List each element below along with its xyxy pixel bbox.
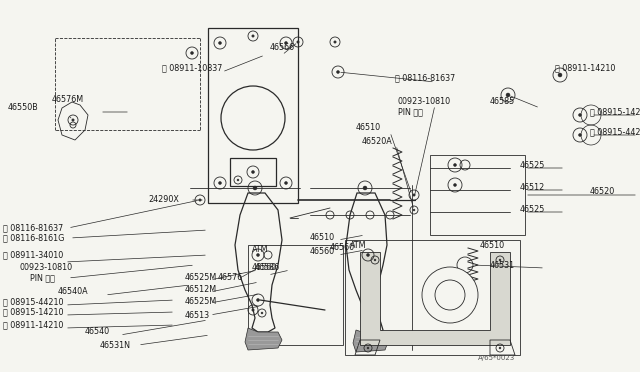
- Circle shape: [253, 186, 257, 190]
- Circle shape: [363, 186, 367, 190]
- Circle shape: [413, 194, 415, 196]
- Text: 46540A: 46540A: [58, 288, 88, 296]
- Circle shape: [558, 73, 562, 77]
- Text: 00923-10810: 00923-10810: [20, 263, 73, 273]
- Text: 46531N: 46531N: [100, 340, 131, 350]
- Circle shape: [454, 164, 456, 167]
- Text: 46525: 46525: [520, 205, 545, 215]
- Circle shape: [297, 41, 300, 43]
- Text: 46560: 46560: [310, 247, 335, 257]
- Text: 46550B: 46550B: [8, 103, 39, 112]
- Circle shape: [413, 209, 415, 211]
- Circle shape: [191, 51, 193, 55]
- Circle shape: [367, 347, 369, 349]
- Circle shape: [252, 170, 255, 173]
- Circle shape: [252, 309, 254, 311]
- Text: Ⓠ 08915-14210: Ⓠ 08915-14210: [3, 308, 63, 317]
- Circle shape: [337, 71, 339, 74]
- Text: Ⓠ 08915-14210: Ⓠ 08915-14210: [590, 108, 640, 116]
- Circle shape: [257, 298, 259, 301]
- Circle shape: [285, 182, 287, 185]
- Circle shape: [218, 182, 221, 185]
- Text: 46560: 46560: [330, 244, 355, 253]
- Text: 46540: 46540: [85, 327, 110, 337]
- Text: 46576M: 46576M: [52, 96, 84, 105]
- Text: 46560: 46560: [252, 263, 277, 273]
- Text: Ⓠ 08915-44210: Ⓠ 08915-44210: [590, 128, 640, 137]
- Text: 46520: 46520: [590, 187, 615, 196]
- Text: Ⓝ 08911-14210: Ⓝ 08911-14210: [3, 321, 63, 330]
- Polygon shape: [353, 330, 388, 352]
- Text: Ⓑ 08116-81637: Ⓑ 08116-81637: [395, 74, 455, 83]
- Circle shape: [374, 259, 376, 261]
- Text: A/65*0023: A/65*0023: [477, 355, 515, 361]
- Circle shape: [72, 119, 74, 121]
- Text: ATM: ATM: [252, 246, 269, 254]
- Text: 46510: 46510: [310, 234, 335, 243]
- Text: 46576: 46576: [218, 273, 243, 282]
- Text: PIN ピン: PIN ピン: [30, 273, 55, 282]
- Circle shape: [506, 93, 510, 97]
- Circle shape: [218, 42, 221, 45]
- Bar: [345, 240, 520, 355]
- Circle shape: [579, 113, 582, 116]
- Circle shape: [422, 267, 478, 323]
- Text: 46513: 46513: [185, 311, 210, 320]
- Text: Ⓝ 08911-34010: Ⓝ 08911-34010: [3, 250, 63, 260]
- Text: 24290X: 24290X: [148, 196, 179, 205]
- Text: ATM: ATM: [350, 241, 367, 250]
- Text: Ⓝ 08911-14210: Ⓝ 08911-14210: [555, 64, 616, 73]
- Circle shape: [252, 35, 254, 37]
- Circle shape: [237, 179, 239, 181]
- Text: 46531: 46531: [490, 260, 515, 269]
- Text: 46585: 46585: [490, 97, 515, 106]
- Circle shape: [367, 253, 369, 257]
- Text: 46586: 46586: [255, 263, 280, 273]
- Polygon shape: [360, 252, 510, 345]
- Circle shape: [199, 199, 201, 201]
- Text: 46525: 46525: [520, 160, 545, 170]
- Text: Ⓑ 08116-8161G: Ⓑ 08116-8161G: [3, 234, 65, 243]
- Text: 46566: 46566: [270, 44, 295, 52]
- Text: 46525M: 46525M: [185, 298, 217, 307]
- Text: 46510: 46510: [356, 124, 381, 132]
- Text: 46525M: 46525M: [185, 273, 217, 282]
- Text: Ⓑ 08116-81637: Ⓑ 08116-81637: [3, 224, 63, 232]
- Text: PIN ピン: PIN ピン: [398, 108, 423, 116]
- Bar: [430, 155, 525, 235]
- Text: 46512: 46512: [520, 183, 545, 192]
- Polygon shape: [245, 328, 282, 350]
- Text: 00923-10810: 00923-10810: [398, 97, 451, 106]
- Circle shape: [261, 312, 263, 314]
- Text: Ⓠ 08915-44210: Ⓠ 08915-44210: [3, 298, 63, 307]
- Circle shape: [579, 134, 582, 137]
- Circle shape: [285, 42, 287, 45]
- Circle shape: [454, 183, 456, 186]
- Circle shape: [334, 41, 336, 43]
- Text: 46520A: 46520A: [362, 138, 393, 147]
- Bar: [248, 245, 343, 345]
- Text: 46512M: 46512M: [185, 285, 217, 295]
- Circle shape: [257, 253, 259, 257]
- Text: Ⓝ 08911-10837: Ⓝ 08911-10837: [162, 64, 222, 73]
- Text: 46510: 46510: [480, 241, 505, 250]
- Circle shape: [499, 347, 501, 349]
- Circle shape: [499, 259, 501, 261]
